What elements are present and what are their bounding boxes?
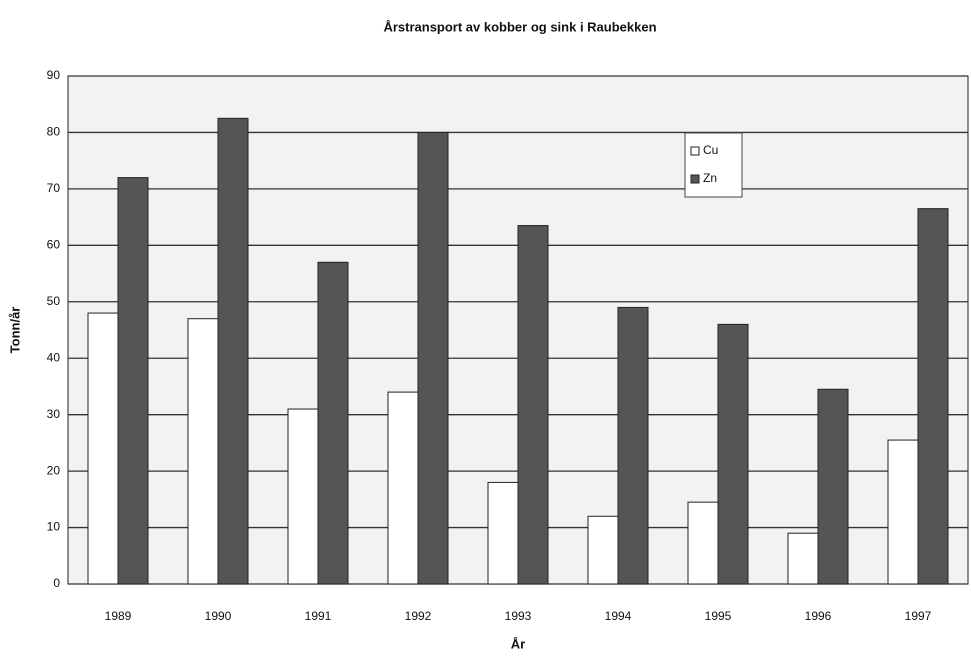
x-tick-label: 1993 xyxy=(505,609,532,623)
y-tick-label: 60 xyxy=(47,238,61,252)
y-tick-label: 70 xyxy=(47,181,61,195)
bar xyxy=(87,312,119,585)
bar xyxy=(317,261,349,585)
bar xyxy=(287,408,319,585)
x-tick-label: 1997 xyxy=(905,609,932,623)
x-tick-label: 1996 xyxy=(805,609,832,623)
legend-swatch xyxy=(690,146,700,156)
y-tick-label: 80 xyxy=(47,125,61,139)
bar xyxy=(517,225,549,585)
legend-label: Zn xyxy=(703,171,717,185)
x-tick-label: 1992 xyxy=(405,609,432,623)
bar xyxy=(887,439,919,585)
bar xyxy=(917,208,949,585)
x-tick-label: 1991 xyxy=(305,609,332,623)
chart-title: Årstransport av kobber og sink i Raubekk… xyxy=(383,19,656,34)
y-tick-label: 90 xyxy=(47,68,61,82)
y-tick-label: 20 xyxy=(47,463,61,477)
x-tick-label: 1990 xyxy=(205,609,232,623)
y-tick-label: 50 xyxy=(47,294,61,308)
bar xyxy=(717,323,749,585)
legend-box xyxy=(684,132,743,198)
bar xyxy=(617,306,649,585)
y-tick-label: 0 xyxy=(53,576,60,590)
y-tick-label: 30 xyxy=(47,407,61,421)
bar xyxy=(187,318,219,585)
legend-label: Cu xyxy=(703,143,718,157)
y-axis-label: Tonn/år xyxy=(7,307,22,354)
legend-swatch xyxy=(690,174,700,184)
x-tick-label: 1995 xyxy=(705,609,732,623)
bar xyxy=(817,388,849,585)
bar xyxy=(487,481,519,585)
y-tick-label: 40 xyxy=(47,350,61,364)
bar xyxy=(387,391,419,585)
bar xyxy=(787,532,819,585)
bar xyxy=(117,177,149,585)
x-tick-label: 1994 xyxy=(605,609,632,623)
bar xyxy=(417,131,449,585)
bar xyxy=(217,117,249,585)
y-tick-label: 10 xyxy=(47,520,61,534)
x-tick-label: 1989 xyxy=(105,609,132,623)
bar xyxy=(687,501,719,585)
x-axis-label: År xyxy=(511,636,525,651)
bar xyxy=(587,515,619,585)
